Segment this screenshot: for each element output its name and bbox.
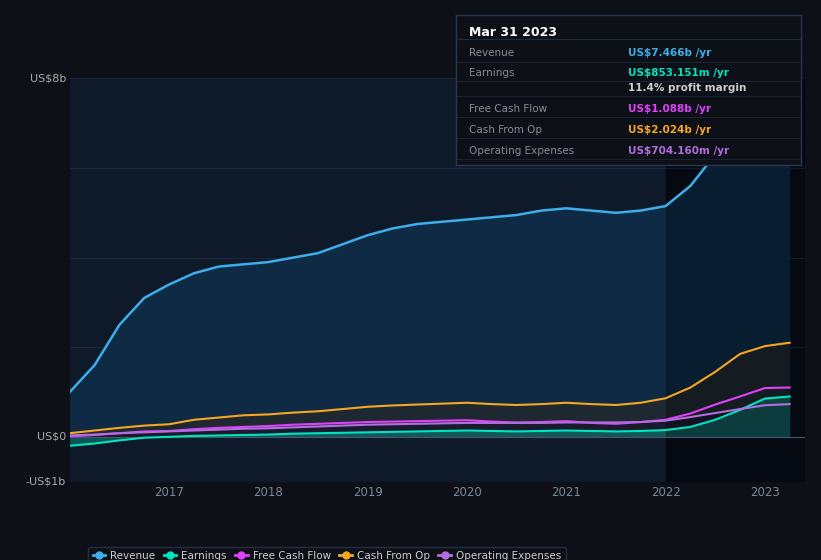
Text: US$1.088b /yr: US$1.088b /yr — [628, 104, 711, 114]
Text: Free Cash Flow: Free Cash Flow — [470, 104, 548, 114]
Text: -US$1b: -US$1b — [25, 477, 67, 487]
Text: US$0: US$0 — [37, 432, 67, 442]
Text: 11.4% profit margin: 11.4% profit margin — [628, 82, 746, 92]
Text: Operating Expenses: Operating Expenses — [470, 146, 575, 156]
Text: US$8b: US$8b — [30, 73, 67, 83]
Text: Cash From Op: Cash From Op — [470, 124, 543, 134]
Text: US$2.024b /yr: US$2.024b /yr — [628, 124, 711, 134]
Text: US$853.151m /yr: US$853.151m /yr — [628, 68, 729, 77]
Text: US$704.160m /yr: US$704.160m /yr — [628, 146, 729, 156]
Bar — [666, 78, 805, 482]
Text: US$7.466b /yr: US$7.466b /yr — [628, 48, 712, 58]
Text: Earnings: Earnings — [470, 68, 515, 77]
Legend: Revenue, Earnings, Free Cash Flow, Cash From Op, Operating Expenses: Revenue, Earnings, Free Cash Flow, Cash … — [89, 547, 566, 560]
Bar — [666, 78, 805, 482]
Text: Mar 31 2023: Mar 31 2023 — [470, 26, 557, 39]
Text: Revenue: Revenue — [470, 48, 515, 58]
